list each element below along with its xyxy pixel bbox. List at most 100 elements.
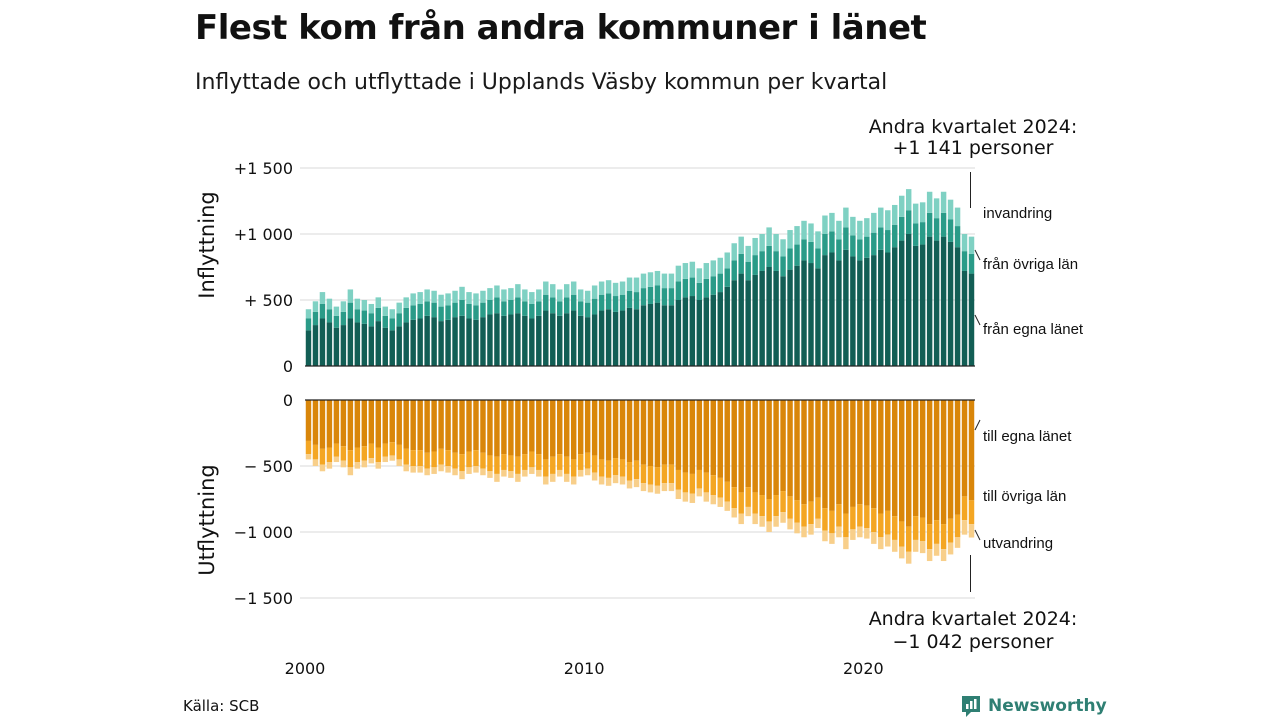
bar-out-abroad [780, 512, 786, 523]
bar-out-local [382, 400, 388, 444]
bar-out-local [878, 400, 884, 514]
bar-out-abroad [640, 483, 647, 492]
bar-in-local [333, 327, 340, 366]
bar-out-other-lan [696, 469, 703, 489]
bar-out-other-lan [633, 460, 640, 480]
bar-in-abroad [926, 191, 933, 213]
bar-in-abroad [815, 231, 821, 249]
bar-out-abroad [619, 476, 626, 485]
bar-out-abroad [522, 469, 528, 477]
bar-in-local [738, 273, 744, 366]
bar-in-other-lan [710, 276, 717, 295]
bar-out-abroad [836, 526, 842, 538]
bar-out-other-lan [452, 452, 458, 469]
brand-name: Newsworthy [988, 696, 1107, 716]
bar-in-other-lan [745, 261, 751, 281]
leader-fran-ovriga-lan [974, 249, 981, 261]
bar-in-local [773, 270, 779, 366]
bar-out-abroad [340, 460, 347, 468]
bar-out-abroad [494, 473, 500, 482]
bar-in-local [689, 296, 696, 366]
bar-in-other-lan [570, 294, 577, 311]
bar-out-local [501, 400, 507, 455]
bar-out-local [312, 400, 319, 445]
bar-out-local [829, 400, 835, 511]
bar-out-abroad [396, 459, 402, 466]
bar-in-other-lan [473, 305, 479, 320]
bar-in-abroad [878, 207, 884, 228]
bar-in-local [710, 294, 717, 366]
bar-out-other-lan [905, 526, 912, 552]
bar-out-local [550, 400, 556, 457]
bar-in-abroad [954, 207, 961, 227]
bar-in-other-lan [668, 288, 675, 306]
bar-out-abroad [829, 533, 835, 544]
bar-in-other-lan [305, 318, 312, 331]
bar-out-other-lan [926, 524, 933, 550]
bar-in-other-lan [466, 303, 472, 319]
bar-in-other-lan [515, 297, 521, 314]
bar-out-other-lan [543, 459, 549, 477]
bar-in-local [968, 273, 975, 366]
newsworthy-logo-icon [962, 696, 980, 717]
bar-in-local [675, 300, 682, 366]
bar-out-abroad [326, 462, 333, 469]
bar-in-local [508, 314, 514, 366]
y-axis-title-bottom: Utflyttning [195, 464, 219, 576]
bar-out-abroad [536, 469, 542, 477]
bar-out-other-lan [403, 448, 409, 465]
bar-in-local [515, 313, 521, 366]
bar-out-abroad [961, 520, 968, 535]
bar-in-other-lan [801, 239, 807, 261]
bar-in-local [864, 257, 870, 366]
bar-in-other-lan [961, 251, 968, 271]
bar-out-local [675, 400, 682, 470]
bar-in-other-lan [361, 310, 368, 324]
bar-in-abroad [368, 303, 375, 314]
bar-out-other-lan [312, 444, 319, 460]
bar-out-other-lan [424, 452, 430, 469]
bar-out-local [808, 400, 814, 502]
bar-in-local [640, 305, 647, 366]
bar-in-other-lan [522, 301, 528, 316]
bar-out-abroad [647, 484, 654, 493]
bar-in-abroad [577, 289, 584, 302]
bar-in-other-lan [529, 303, 535, 319]
bar-in-abroad [752, 237, 758, 256]
bar-out-local [905, 400, 912, 527]
bar-out-abroad [766, 521, 772, 532]
bar-out-local [605, 400, 612, 461]
chart-area: +1 500 +1 000 + 500 0 0 − 500 −1 000 −1 500 2000… [195, 116, 1084, 678]
bar-out-other-lan [536, 454, 542, 470]
bar-in-other-lan [326, 309, 333, 323]
bar-out-other-lan [829, 510, 835, 534]
bar-in-local [717, 292, 723, 366]
bar-in-other-lan [612, 296, 619, 312]
bar-out-local [563, 400, 570, 457]
bar-out-abroad [368, 458, 375, 464]
bar-out-abroad [452, 468, 458, 476]
bar-out-other-lan [850, 506, 856, 530]
bar-out-other-lan [529, 451, 535, 468]
bar-in-local [745, 280, 751, 366]
bar-out-other-lan [724, 481, 730, 502]
bar-in-abroad [487, 288, 493, 300]
bar-in-local [822, 255, 828, 366]
bar-in-local [487, 314, 493, 366]
bar-out-other-lan [340, 446, 347, 461]
bar-out-local [473, 400, 479, 451]
bar-out-abroad [682, 492, 689, 502]
bar-out-other-lan [619, 459, 626, 477]
bar-in-other-lan [794, 244, 800, 266]
bar-in-other-lan [354, 309, 361, 323]
bar-out-abroad [473, 466, 479, 473]
bar-out-local [522, 400, 528, 455]
bar-out-abroad [410, 466, 416, 473]
x-tick-label: 2010 [564, 659, 605, 678]
bar-out-abroad [591, 472, 598, 481]
bar-out-other-lan [396, 444, 402, 460]
bar-in-local [326, 322, 333, 366]
bar-out-other-lan [354, 447, 361, 463]
leader-fran-egna-lanet [974, 314, 981, 326]
bar-out-local [347, 400, 354, 451]
